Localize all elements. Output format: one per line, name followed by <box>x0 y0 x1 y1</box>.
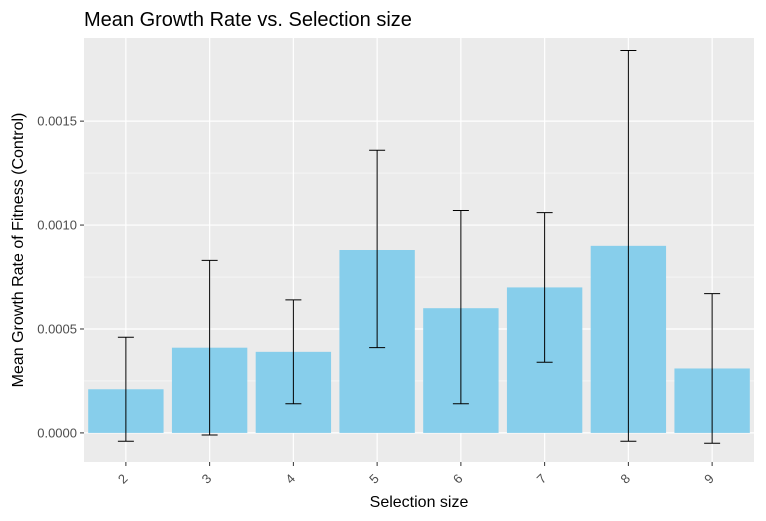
error-bar-4 <box>285 299 302 405</box>
x-tick-label: 8 <box>617 471 633 487</box>
error-bar-5 <box>369 149 386 349</box>
y-axis-ticks: 0.0000 0.0005 0.0010 0.0015 <box>37 114 84 440</box>
y-tick-label: 0.0000 <box>37 425 77 440</box>
error-bars <box>117 49 721 444</box>
error-bar-9 <box>704 293 721 444</box>
y-tick-label: 0.0005 <box>37 321 77 336</box>
x-tick-label: 5 <box>366 471 382 487</box>
x-tick-label: 4 <box>282 471 298 487</box>
x-tick-label: 2 <box>115 471 131 487</box>
y-tick-label: 0.0010 <box>37 218 77 233</box>
error-bar-7 <box>536 212 553 363</box>
error-bar-6 <box>452 210 469 405</box>
x-axis-title: Selection size <box>370 494 469 511</box>
x-tick-label: 7 <box>534 471 550 487</box>
x-axis-ticks: 2 3 4 5 6 7 8 9 <box>115 462 717 487</box>
y-tick-label: 0.0015 <box>37 114 77 129</box>
error-bar-2 <box>117 336 134 442</box>
x-tick-label: 3 <box>199 471 215 487</box>
y-axis-title: Mean Growth Rate of Fitness (Control) <box>10 113 27 388</box>
chart-title: Mean Growth Rate vs. Selection size <box>84 9 412 31</box>
error-bar-8 <box>620 49 637 442</box>
x-tick-label: 6 <box>450 471 466 487</box>
error-bar-3 <box>201 259 218 436</box>
x-tick-label: 9 <box>701 471 717 487</box>
